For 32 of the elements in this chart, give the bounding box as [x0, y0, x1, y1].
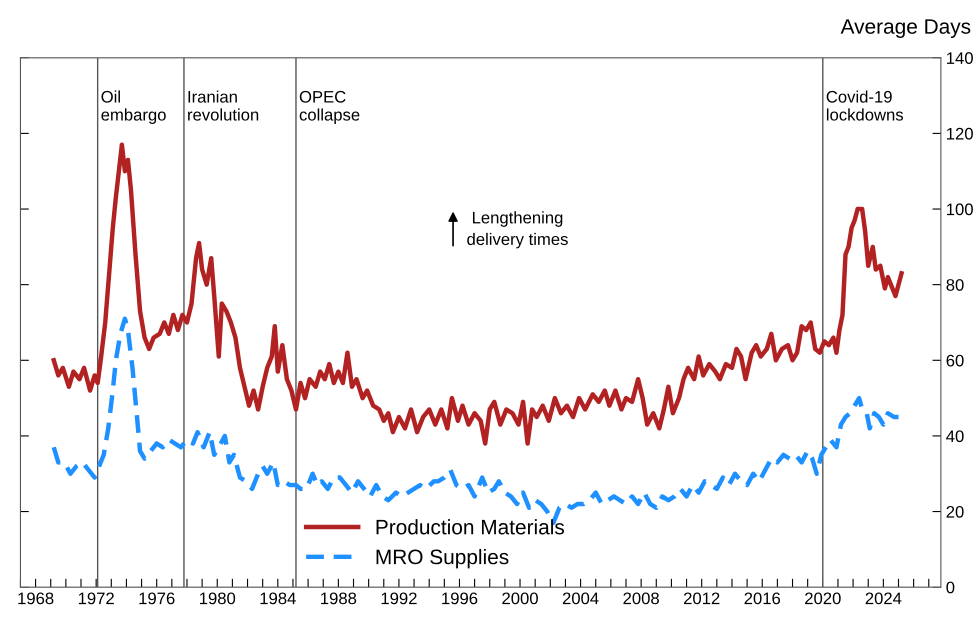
y-tick-label: 40	[946, 430, 964, 442]
x-tick-label: 2012	[684, 592, 720, 604]
y-axis-title: Average Days	[840, 19, 970, 38]
y-tick-label: 60	[946, 354, 964, 366]
ref-line-label: Oil embargo	[101, 90, 166, 124]
ref-line-label: OPEC collapse	[300, 90, 360, 124]
x-tick-label: 1980	[200, 592, 236, 604]
ref-line-label: Iranian revolution	[188, 90, 258, 121]
legend-label: MRO Supplies	[376, 549, 508, 568]
x-tick-label: 1996	[442, 592, 478, 604]
line-series	[52, 142, 904, 446]
x-tick-label: 2024	[866, 592, 902, 604]
x-tick-label: 1968	[18, 592, 54, 604]
y-tick-label: 80	[946, 279, 964, 291]
ref-line-label: Covid-19 lockdowns	[826, 90, 904, 121]
y-tick-label: 0	[946, 582, 954, 594]
y-tick-label: 120	[947, 128, 973, 140]
x-tick-label: 1972	[78, 592, 114, 604]
x-tick-label: 1984	[260, 592, 296, 604]
x-tick-label: 2008	[623, 592, 659, 604]
x-tick-label: 1976	[139, 592, 175, 604]
x-tick-label: 2016	[744, 592, 780, 604]
x-tick-label: 2020	[805, 592, 841, 604]
x-tick-label: 1992	[382, 592, 417, 604]
y-tick-label: 100	[947, 203, 973, 216]
legend-label: Production Materials	[376, 519, 564, 534]
annotation: Lengthening delivery times	[467, 211, 568, 248]
x-tick-label: 1988	[321, 592, 356, 604]
y-tick-label: 140	[947, 52, 973, 64]
x-tick-label: 2004	[562, 592, 599, 604]
x-tick-label: 2000	[502, 592, 538, 604]
y-tick-label: 20	[946, 506, 964, 518]
